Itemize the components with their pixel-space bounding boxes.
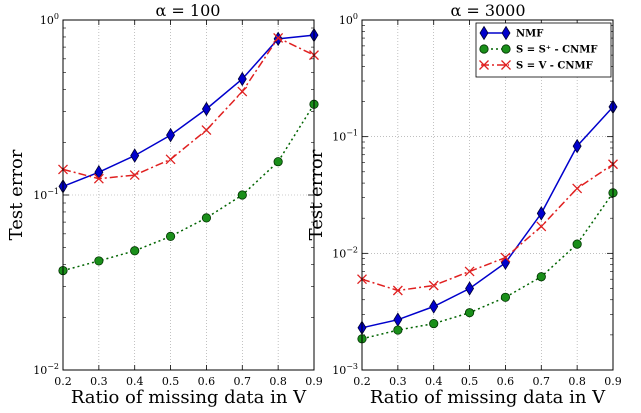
legend-frame	[475, 22, 612, 78]
legend-marker-sv	[501, 60, 511, 70]
y-tick-label: 100	[339, 12, 358, 27]
data-point-nmf	[572, 138, 582, 154]
data-point-sv	[129, 170, 140, 181]
y-axis-label: Test error	[6, 149, 27, 240]
y-tick-label: 10−2	[332, 245, 358, 260]
data-point-splus	[536, 272, 546, 282]
data-point-sv	[201, 125, 212, 136]
legend-marker-nmf	[501, 25, 511, 41]
y-tick-label: 10−1	[33, 187, 59, 202]
data-point-sv	[572, 183, 583, 194]
data-point-splus	[572, 239, 582, 249]
x-tick-label: 0.6	[497, 375, 515, 388]
data-point-sv	[428, 280, 439, 291]
legend-label-nmf: NMF	[516, 29, 543, 40]
data-point-sv	[165, 154, 176, 165]
data-point-nmf	[237, 71, 247, 87]
x-tick-label: 0.9	[305, 375, 323, 388]
x-tick-label: 0.3	[90, 375, 108, 388]
data-point-nmf	[429, 299, 439, 314]
legend-label-sv: S = V - CNMF	[516, 61, 593, 72]
x-tick-label: 0.9	[604, 375, 622, 388]
x-axis-label: Ratio of missing data in V	[370, 387, 606, 408]
data-point-nmf	[465, 281, 475, 296]
data-point-sv	[237, 86, 248, 97]
legend-marker-splus	[479, 44, 489, 54]
x-tick-label: 0.5	[162, 375, 180, 388]
x-tick-label: 0.8	[568, 375, 586, 388]
chart-panel-2: 0.2 0.3 0.4 0.5 0.6 0.7 0.8 0.9 10−3 10−2 10−1 100 α…	[306, 1, 622, 408]
x-tick-label: 0.4	[425, 375, 443, 388]
chart-title: α = 100	[156, 1, 221, 20]
x-tick-label: 0.7	[234, 375, 252, 388]
grid	[62, 19, 315, 371]
data-point-sv	[273, 32, 284, 43]
y-tick-label: 100	[40, 12, 59, 27]
data-point-splus	[393, 325, 403, 335]
series-line-nmf	[62, 34, 315, 188]
data-point-splus	[130, 246, 140, 256]
x-axis-label: Ratio of missing data in V	[71, 387, 307, 408]
chart-title: α = 3000	[450, 1, 525, 20]
data-point-splus	[201, 213, 212, 223]
data-point-nmf	[393, 312, 403, 327]
plot-frame	[361, 19, 614, 371]
data-point-splus	[464, 308, 475, 318]
data-point-sv	[93, 173, 104, 184]
x-tick-label: 0.7	[533, 375, 551, 388]
series-nmf	[58, 27, 319, 194]
series-nmf	[357, 99, 618, 336]
series-line-sv	[62, 36, 315, 180]
series-line-nmf	[361, 106, 614, 329]
x-tick-label: 0.5	[461, 375, 479, 388]
series-splus	[58, 99, 319, 276]
data-point-sv	[536, 221, 547, 232]
data-point-splus	[237, 190, 247, 200]
y-tick-label: 10−2	[33, 362, 59, 377]
plot-frame	[62, 19, 315, 371]
x-tick-label: 0.2	[54, 375, 72, 388]
data-point-nmf	[536, 206, 546, 221]
data-point-nmf	[166, 127, 176, 143]
data-point-nmf	[130, 148, 140, 163]
data-point-sv	[464, 266, 475, 277]
x-tick-label: 0.2	[353, 375, 371, 388]
chart-panel-1: 0.2 0.3 0.4 0.5 0.6 0.7 0.8 0.9 10−2 10−1 100 α = 1…	[6, 1, 323, 408]
data-point-splus	[429, 318, 439, 329]
y-tick-label: 10−3	[332, 362, 358, 377]
y-axis-label: Test error	[306, 149, 327, 240]
data-point-splus	[94, 256, 104, 266]
data-point-sv	[392, 285, 403, 296]
x-tick-label: 0.8	[269, 375, 287, 388]
x-tick-label: 0.4	[126, 375, 144, 388]
data-point-splus	[273, 157, 283, 167]
data-point-nmf	[201, 101, 211, 117]
data-point-splus	[165, 231, 176, 242]
y-tick-label: 10−1	[332, 129, 358, 144]
x-tick-label: 0.3	[389, 375, 407, 388]
legend-marker-sv	[479, 60, 489, 70]
series-sv	[357, 159, 618, 296]
series-line-splus	[361, 192, 614, 340]
series-line-sv	[361, 163, 614, 292]
legend-label-splus: S = S⁺ - CNMF	[516, 45, 597, 56]
legend-marker-splus	[501, 44, 511, 54]
x-tick-label: 0.6	[198, 375, 216, 388]
legend-marker-nmf	[479, 25, 489, 41]
data-point-splus	[500, 292, 511, 302]
series-line-splus	[62, 103, 315, 272]
series-splus	[357, 188, 618, 344]
data-point-sv	[500, 252, 511, 263]
legend: NMF S = S⁺ - CNMF S = V - CNMF	[475, 22, 612, 78]
